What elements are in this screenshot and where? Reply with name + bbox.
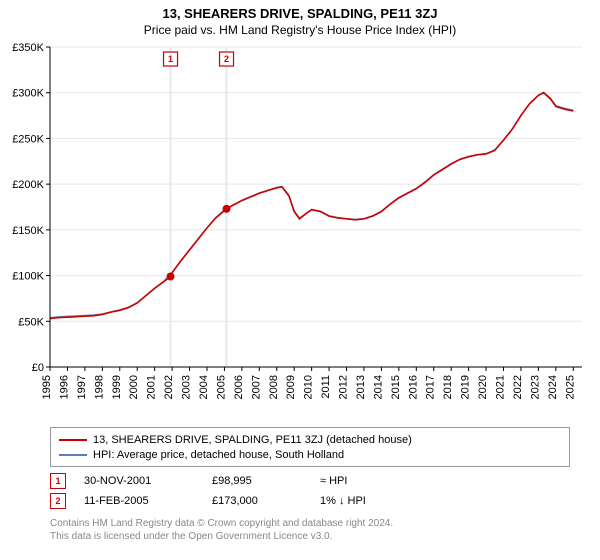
svg-text:£0: £0 — [32, 362, 44, 374]
svg-text:2017: 2017 — [425, 375, 437, 399]
svg-text:2018: 2018 — [442, 375, 454, 399]
svg-text:1999: 1999 — [111, 375, 123, 399]
svg-text:1997: 1997 — [76, 375, 88, 399]
svg-text:£50K: £50K — [18, 316, 44, 328]
sale-date: 30-NOV-2001 — [84, 475, 194, 487]
svg-text:£150K: £150K — [12, 225, 44, 237]
svg-text:2008: 2008 — [268, 375, 280, 399]
svg-text:2024: 2024 — [547, 375, 559, 399]
chart-container: 13, SHEARERS DRIVE, SPALDING, PE11 3ZJ P… — [0, 0, 600, 560]
svg-text:2019: 2019 — [460, 375, 472, 399]
sale-row: 1 30-NOV-2001 £98,995 ≈ HPI — [50, 471, 570, 491]
svg-text:2025: 2025 — [564, 375, 576, 399]
svg-text:£200K: £200K — [12, 179, 44, 191]
svg-text:2013: 2013 — [355, 375, 367, 399]
svg-text:2005: 2005 — [215, 375, 227, 399]
svg-text:2022: 2022 — [512, 375, 524, 399]
sale-marker-1: 1 — [50, 473, 66, 489]
svg-text:£100K: £100K — [12, 271, 44, 283]
legend-label: 13, SHEARERS DRIVE, SPALDING, PE11 3ZJ (… — [93, 434, 412, 446]
sale-price: £98,995 — [212, 475, 302, 487]
chart-subtitle: Price paid vs. HM Land Registry's House … — [0, 21, 600, 41]
price-chart: £0 £50K £100K £150K £200K £250K £300K £350K 1995… — [0, 41, 600, 421]
sale-diff: ≈ HPI — [320, 475, 347, 487]
svg-text:2021: 2021 — [495, 375, 507, 399]
svg-text:2012: 2012 — [338, 375, 350, 399]
svg-text:2002: 2002 — [163, 375, 175, 399]
svg-text:1998: 1998 — [93, 375, 105, 399]
svg-text:2009: 2009 — [285, 375, 297, 399]
sale-price: £173,000 — [212, 495, 302, 507]
svg-text:2006: 2006 — [233, 375, 245, 399]
legend-label: HPI: Average price, detached house, Sout… — [93, 449, 344, 461]
svg-text:1996: 1996 — [58, 375, 70, 399]
svg-text:2010: 2010 — [303, 375, 315, 399]
svg-text:1995: 1995 — [41, 375, 53, 399]
sale-date: 11-FEB-2005 — [84, 495, 194, 507]
svg-text:£250K: £250K — [12, 133, 44, 145]
legend-swatch — [59, 439, 87, 441]
svg-text:2020: 2020 — [477, 375, 489, 399]
chart-title: 13, SHEARERS DRIVE, SPALDING, PE11 3ZJ — [0, 0, 600, 21]
svg-text:£300K: £300K — [12, 88, 44, 100]
svg-text:2001: 2001 — [146, 375, 158, 399]
svg-text:2016: 2016 — [407, 375, 419, 399]
svg-text:2: 2 — [224, 54, 229, 64]
svg-text:2015: 2015 — [390, 375, 402, 399]
svg-text:2014: 2014 — [372, 375, 384, 399]
footer-attribution: Contains HM Land Registry data © Crown c… — [50, 517, 570, 543]
svg-text:2004: 2004 — [198, 375, 210, 399]
svg-text:2003: 2003 — [181, 375, 193, 399]
sale-diff: 1% ↓ HPI — [320, 495, 366, 507]
svg-text:1: 1 — [168, 54, 173, 64]
sale-row: 2 11-FEB-2005 £173,000 1% ↓ HPI — [50, 491, 570, 511]
legend: 13, SHEARERS DRIVE, SPALDING, PE11 3ZJ (… — [50, 427, 570, 467]
legend-item-hpi: HPI: Average price, detached house, Sout… — [59, 447, 561, 462]
svg-text:2023: 2023 — [529, 375, 541, 399]
sales-list: 1 30-NOV-2001 £98,995 ≈ HPI 2 11-FEB-200… — [50, 471, 570, 511]
svg-text:2007: 2007 — [250, 375, 262, 399]
sale-marker-2: 2 — [50, 493, 66, 509]
svg-text:£350K: £350K — [12, 42, 44, 54]
legend-swatch — [59, 454, 87, 456]
legend-item-property: 13, SHEARERS DRIVE, SPALDING, PE11 3ZJ (… — [59, 432, 561, 447]
svg-text:2011: 2011 — [320, 375, 332, 399]
svg-text:2000: 2000 — [128, 375, 140, 399]
